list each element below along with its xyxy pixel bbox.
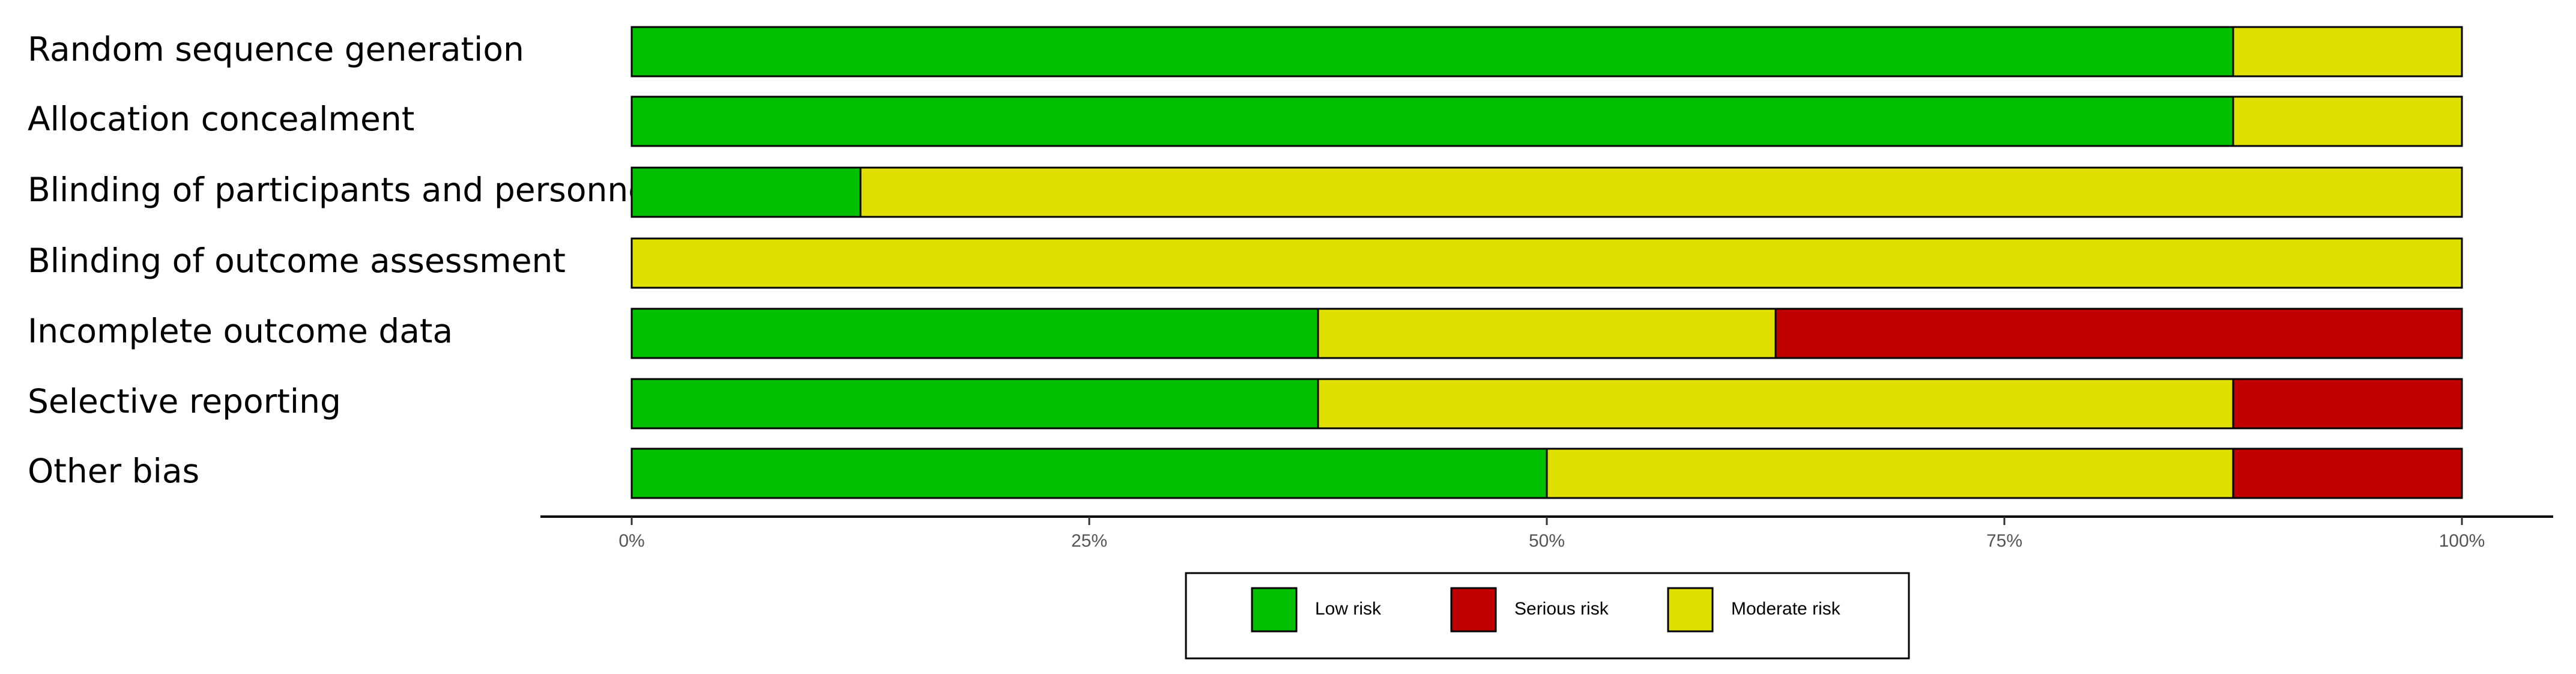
- x-tick-label-75: 75%: [1986, 531, 2022, 551]
- bar-incomplete-outcome-data-serious-risk: [1774, 308, 2463, 359]
- bar-outline-random-sequence-generation: [630, 26, 2463, 77]
- bar-selective-reporting-serious-risk: [2232, 378, 2463, 430]
- bar-outline-incomplete-outcome-data: [630, 308, 2463, 359]
- category-labels: Random sequence generation Allocation con…: [28, 30, 658, 490]
- legend: Low risk Serious risk Moderate risk: [1185, 572, 1910, 660]
- bars: [630, 26, 2463, 499]
- bar-blinding-of-participants-and-personnel-moderate-risk: [859, 166, 2463, 218]
- bar-outline-other-bias: [630, 448, 2463, 499]
- x-tick-label-50: 50%: [1529, 531, 1565, 551]
- bar-random-sequence-generation-low-risk: [630, 26, 2234, 77]
- category-label-blinding-of-participants-and-personnel: Blinding of participants and personnel: [28, 171, 658, 209]
- category-label-random-sequence-generation: Random sequence generation: [28, 30, 524, 68]
- legend-label-moderate-risk: Moderate risk: [1731, 599, 1841, 619]
- bar-outline-allocation-concealment: [630, 96, 2463, 147]
- bar-random-sequence-generation-moderate-risk: [2232, 26, 2463, 77]
- legend-box: [1185, 572, 1910, 660]
- bar-allocation-concealment-moderate-risk: [2232, 96, 2463, 147]
- bar-selective-reporting-moderate-risk: [1317, 378, 2234, 430]
- bar-other-bias-serious-risk: [2232, 448, 2463, 499]
- legend-swatch-low-risk: [1251, 587, 1298, 633]
- bar-incomplete-outcome-data-moderate-risk: [1317, 308, 1777, 359]
- bar-blinding-of-outcome-assessment-moderate-risk: [630, 237, 2463, 289]
- bar-other-bias-moderate-risk: [1546, 448, 2234, 499]
- legend-swatch-serious-risk: [1450, 587, 1497, 633]
- bar-allocation-concealment-low-risk: [630, 96, 2234, 147]
- category-label-incomplete-outcome-data: Incomplete outcome data: [28, 312, 453, 350]
- bar-outline-blinding-of-outcome-assessment: [630, 237, 2463, 289]
- bar-outline-blinding-of-participants-and-personnel: [630, 166, 2463, 218]
- legend-swatch-moderate-risk: [1667, 587, 1714, 633]
- legend-label-serious-risk: Serious risk: [1514, 599, 1609, 619]
- x-tick-label-0: 0%: [618, 531, 644, 551]
- bar-other-bias-low-risk: [630, 448, 1548, 499]
- bar-blinding-of-participants-and-personnel-low-risk: [630, 166, 862, 218]
- x-axis: 0% 25% 50% 75% 100%: [540, 515, 2553, 551]
- x-tick-label-25: 25%: [1071, 531, 1107, 551]
- bar-incomplete-outcome-data-low-risk: [630, 308, 1319, 359]
- bar-outline-selective-reporting: [630, 378, 2463, 430]
- x-tick-label-100: 100%: [2439, 531, 2485, 551]
- category-label-selective-reporting: Selective reporting: [28, 382, 341, 420]
- category-label-allocation-concealment: Allocation concealment: [28, 100, 414, 138]
- category-label-blinding-of-outcome-assessment: Blinding of outcome assessment: [28, 241, 566, 280]
- category-label-other-bias: Other bias: [28, 452, 199, 490]
- bar-selective-reporting-low-risk: [630, 378, 1319, 430]
- legend-label-low-risk: Low risk: [1315, 599, 1382, 619]
